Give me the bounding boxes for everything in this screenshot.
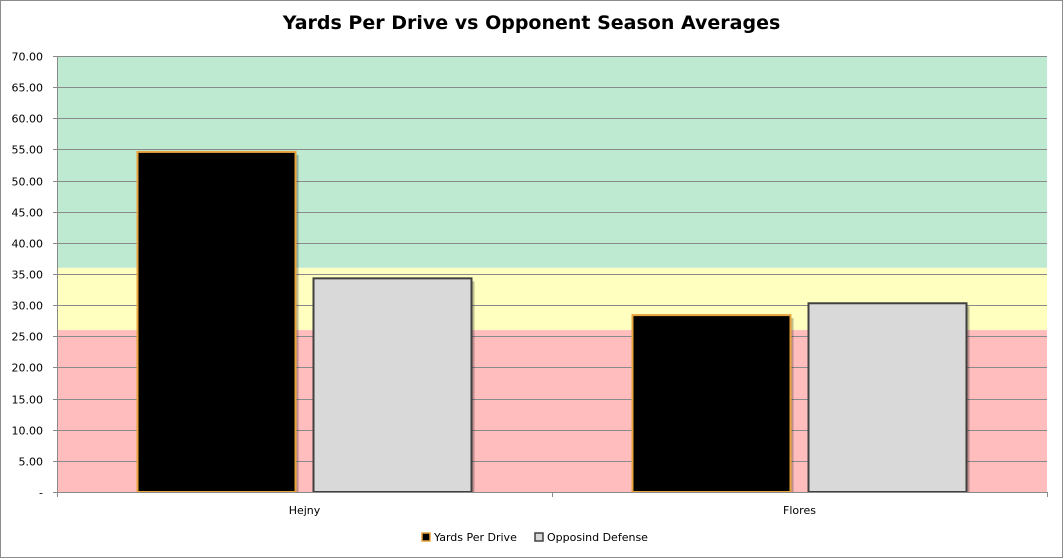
y-tick-label-13: 65.00 <box>12 82 44 95</box>
legend-swatch-0 <box>421 532 431 542</box>
y-tick-label-0: - <box>39 487 43 500</box>
y-tick-label-11: 55.00 <box>12 144 44 157</box>
axes <box>57 56 1048 497</box>
y-tick-label-2: 10.00 <box>12 425 44 438</box>
bar-flores-series-0 <box>631 314 792 494</box>
y-tick-labels: - 5.00 10.00 15.00 20.00 25.00 30.00 35.00 40.00… <box>12 51 44 500</box>
bar-hejny-series-0 <box>136 150 297 493</box>
y-tick-label-4: 20.00 <box>12 362 44 375</box>
y-tick-label-12: 60.00 <box>12 113 44 126</box>
y-tick-label-5: 25.00 <box>12 331 44 344</box>
y-tick-label-3: 15.00 <box>12 394 44 407</box>
y-tick-label-9: 45.00 <box>12 207 44 220</box>
y-tick-label-6: 30.00 <box>12 300 44 313</box>
y-tick-label-14: 70.00 <box>12 51 44 64</box>
chart-title: Yards Per Drive vs Opponent Season Avera… <box>282 12 781 34</box>
bar-flores-series-1 <box>807 302 968 493</box>
y-tick-label-1: 5.00 <box>19 456 44 469</box>
x-tick-label-0: Hejny <box>289 504 321 517</box>
y-tick-label-7: 35.00 <box>12 269 44 282</box>
legend-swatch-1 <box>534 532 544 542</box>
y-tick-label-8: 40.00 <box>12 238 44 251</box>
bars <box>136 150 970 494</box>
x-tick-label-1: Flores <box>783 504 816 517</box>
legend: Yards Per Drive Opposind Defense <box>421 531 648 544</box>
legend-label-1: Opposind Defense <box>547 531 648 544</box>
legend-label-0: Yards Per Drive <box>433 531 517 544</box>
y-tick-label-10: 50.00 <box>12 176 44 189</box>
bar-hejny-series-1 <box>312 277 473 493</box>
x-tick-labels: Hejny Flores <box>289 504 816 517</box>
